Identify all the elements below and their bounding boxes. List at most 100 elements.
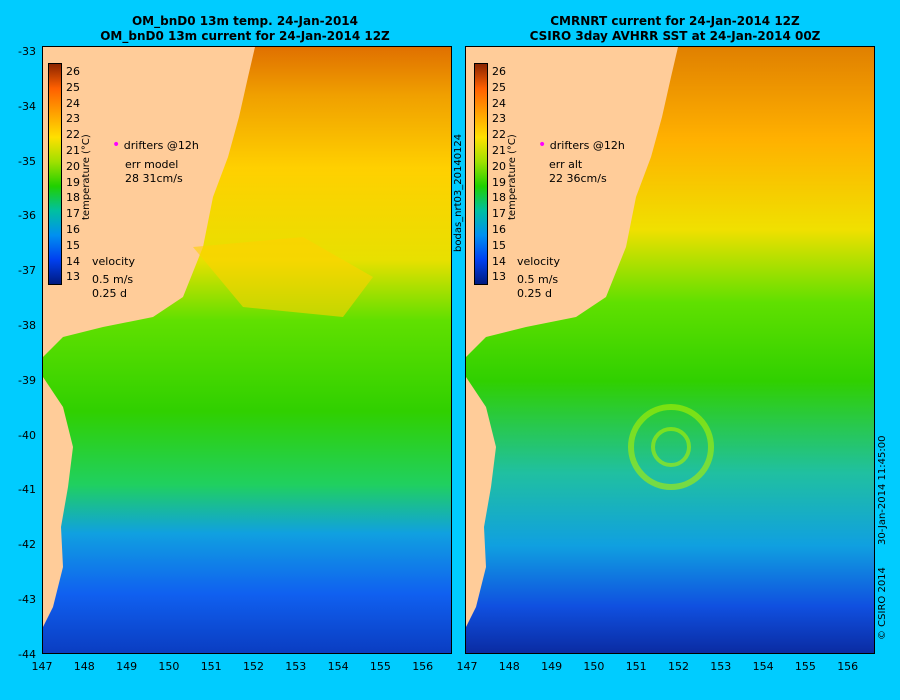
x-tick-label: 147 [31, 660, 53, 673]
left-map-panel [42, 46, 452, 654]
x-tick-label: 153 [710, 660, 732, 673]
land-mass [43, 47, 255, 357]
y-tick-label: -33 [18, 45, 36, 58]
right-title-line1: CMRNRT current for 24-Jan-2014 12Z [550, 14, 800, 28]
left-title-line1: OM_bnD0 13m temp. 24-Jan-2014 [131, 14, 358, 28]
x-tick-label: 148 [498, 660, 520, 673]
x-tick-label: 150 [583, 660, 605, 673]
right-err-label: err alt [549, 158, 583, 171]
colorbar-tick-label: 18 [492, 191, 506, 205]
footer-date: 30-Jan-2014 11:45:00 [877, 435, 888, 545]
x-tick-label: 155 [369, 660, 391, 673]
y-tick-label: -40 [18, 428, 36, 442]
left-err-legend: err model 28 31cm/s [125, 158, 183, 186]
x-tick-label: 149 [541, 660, 563, 673]
y-tick-label: -38 [18, 319, 36, 332]
colorbar-tick-label: 13 [66, 270, 80, 284]
left-err-value: 28 31cm/s [125, 172, 183, 185]
drifter-dot-icon: • [538, 137, 547, 153]
colorbar-tick-label: 14 [66, 254, 80, 268]
left-panel-title: OM_bnD0 13m temp. 24-Jan-2014 OM_bnD0 13… [95, 14, 395, 44]
x-tick-label: 151 [200, 660, 222, 673]
colorbar-tick-label: 22 [492, 128, 506, 142]
y-tick-label: -36 [18, 209, 36, 223]
x-tick-label: 154 [327, 660, 349, 673]
left-velocity-label: velocity [92, 255, 135, 268]
colorbar-tick-label: 22 [66, 128, 80, 142]
x-tick-label: 152 [243, 660, 264, 673]
right-title-line2: CSIRO 3day AVHRR SST at 24-Jan-2014 00Z [529, 29, 821, 43]
land-mass-south [466, 377, 496, 627]
right-drifters-legend: • drifters @12h [538, 138, 625, 153]
left-colorbar-title: temperature (°C) [81, 134, 92, 220]
colorbar-tick-label: 13 [492, 270, 506, 284]
colorbar-tick-label: 23 [66, 112, 80, 126]
colorbar-tick-label: 20 [66, 159, 80, 173]
colorbar-tick-label: 26 [492, 65, 506, 78]
left-map-svg [43, 47, 451, 653]
colorbar-tick-label: 20 [492, 159, 506, 173]
x-tick-label: 149 [116, 660, 138, 673]
right-colorbar [474, 63, 488, 285]
right-map-svg [466, 47, 874, 653]
left-drifters-legend: • drifters @12h [112, 138, 199, 153]
y-tick-label: -37 [18, 264, 36, 278]
x-tick-label: 147 [456, 660, 478, 673]
y-tick-label: -41 [18, 483, 36, 497]
x-tick-label: 148 [73, 660, 95, 673]
y-tick-label: -35 [18, 154, 36, 168]
colorbar-tick-label: 15 [66, 238, 80, 252]
right-colorbar-title: temperature (°C) [507, 134, 518, 220]
colorbar-tick-label: 21 [492, 144, 506, 157]
eddy-ring-inner [651, 427, 691, 467]
right-velocity-legend: velocity 0.5 m/s 0.25 d [517, 255, 560, 301]
colorbar-tick-label: 17 [492, 207, 506, 221]
colorbar-tick-label: 19 [492, 175, 506, 189]
colorbar-tick-label: 15 [492, 238, 506, 252]
colorbar-tick-label: 26 [66, 65, 80, 78]
left-velocity-legend: velocity 0.5 m/s 0.25 d [92, 255, 135, 301]
colorbar-tick-label: 18 [66, 191, 80, 205]
left-title-line2: OM_bnD0 13m current for 24-Jan-2014 12Z [100, 29, 390, 43]
x-tick-label: 150 [158, 660, 180, 673]
right-velocity-label: velocity [517, 255, 560, 268]
right-side-label: bodas_nrt03_20140124 [453, 133, 464, 252]
colorbar-tick-label: 16 [66, 223, 80, 236]
colorbar-tick-label: 24 [492, 96, 506, 110]
left-colorbar [48, 63, 62, 285]
right-err-value: 22 36cm/s [549, 172, 607, 185]
right-err-legend: err alt 22 36cm/s [549, 158, 607, 186]
y-tick-label: -39 [18, 373, 36, 387]
colorbar-tick-label: 21 [66, 144, 80, 157]
colorbar-tick-label: 16 [492, 223, 506, 236]
x-tick-label: 153 [285, 660, 307, 673]
y-tick-label: -42 [18, 538, 36, 552]
colorbar-tick-label: 25 [492, 80, 506, 94]
land-mass [466, 47, 678, 357]
colorbar-tick-label: 17 [66, 207, 80, 221]
land-mass-south [43, 377, 73, 627]
footer-copyright: © CSIRO 2014 [877, 567, 888, 640]
warm-eddy [193, 237, 373, 317]
y-tick-label: -34 [18, 99, 36, 113]
colorbar-tick-label: 14 [492, 254, 506, 268]
x-tick-label: 155 [794, 660, 816, 673]
x-tick-label: 156 [412, 660, 434, 673]
left-err-label: err model [125, 158, 179, 171]
right-velocity-time: 0.25 d [517, 287, 552, 300]
colorbar-tick-label: 25 [66, 80, 80, 94]
x-tick-label: 152 [668, 660, 689, 673]
right-velocity-scale: 0.5 m/s [517, 273, 559, 286]
y-tick-label: -43 [18, 593, 36, 606]
x-tick-label: 156 [837, 660, 859, 673]
right-panel-title: CMRNRT current for 24-Jan-2014 12Z CSIRO… [515, 14, 835, 44]
x-tick-label: 151 [625, 660, 647, 673]
y-tick-label: -44 [18, 647, 36, 661]
left-velocity-time: 0.25 d [92, 287, 127, 300]
x-tick-label: 154 [752, 660, 774, 673]
left-velocity-scale: 0.5 m/s [92, 273, 134, 286]
right-map-panel [465, 46, 875, 654]
colorbar-tick-label: 19 [66, 175, 80, 189]
right-drifters-label: drifters @12h [549, 139, 625, 152]
left-drifters-label: drifters @12h [123, 139, 199, 152]
